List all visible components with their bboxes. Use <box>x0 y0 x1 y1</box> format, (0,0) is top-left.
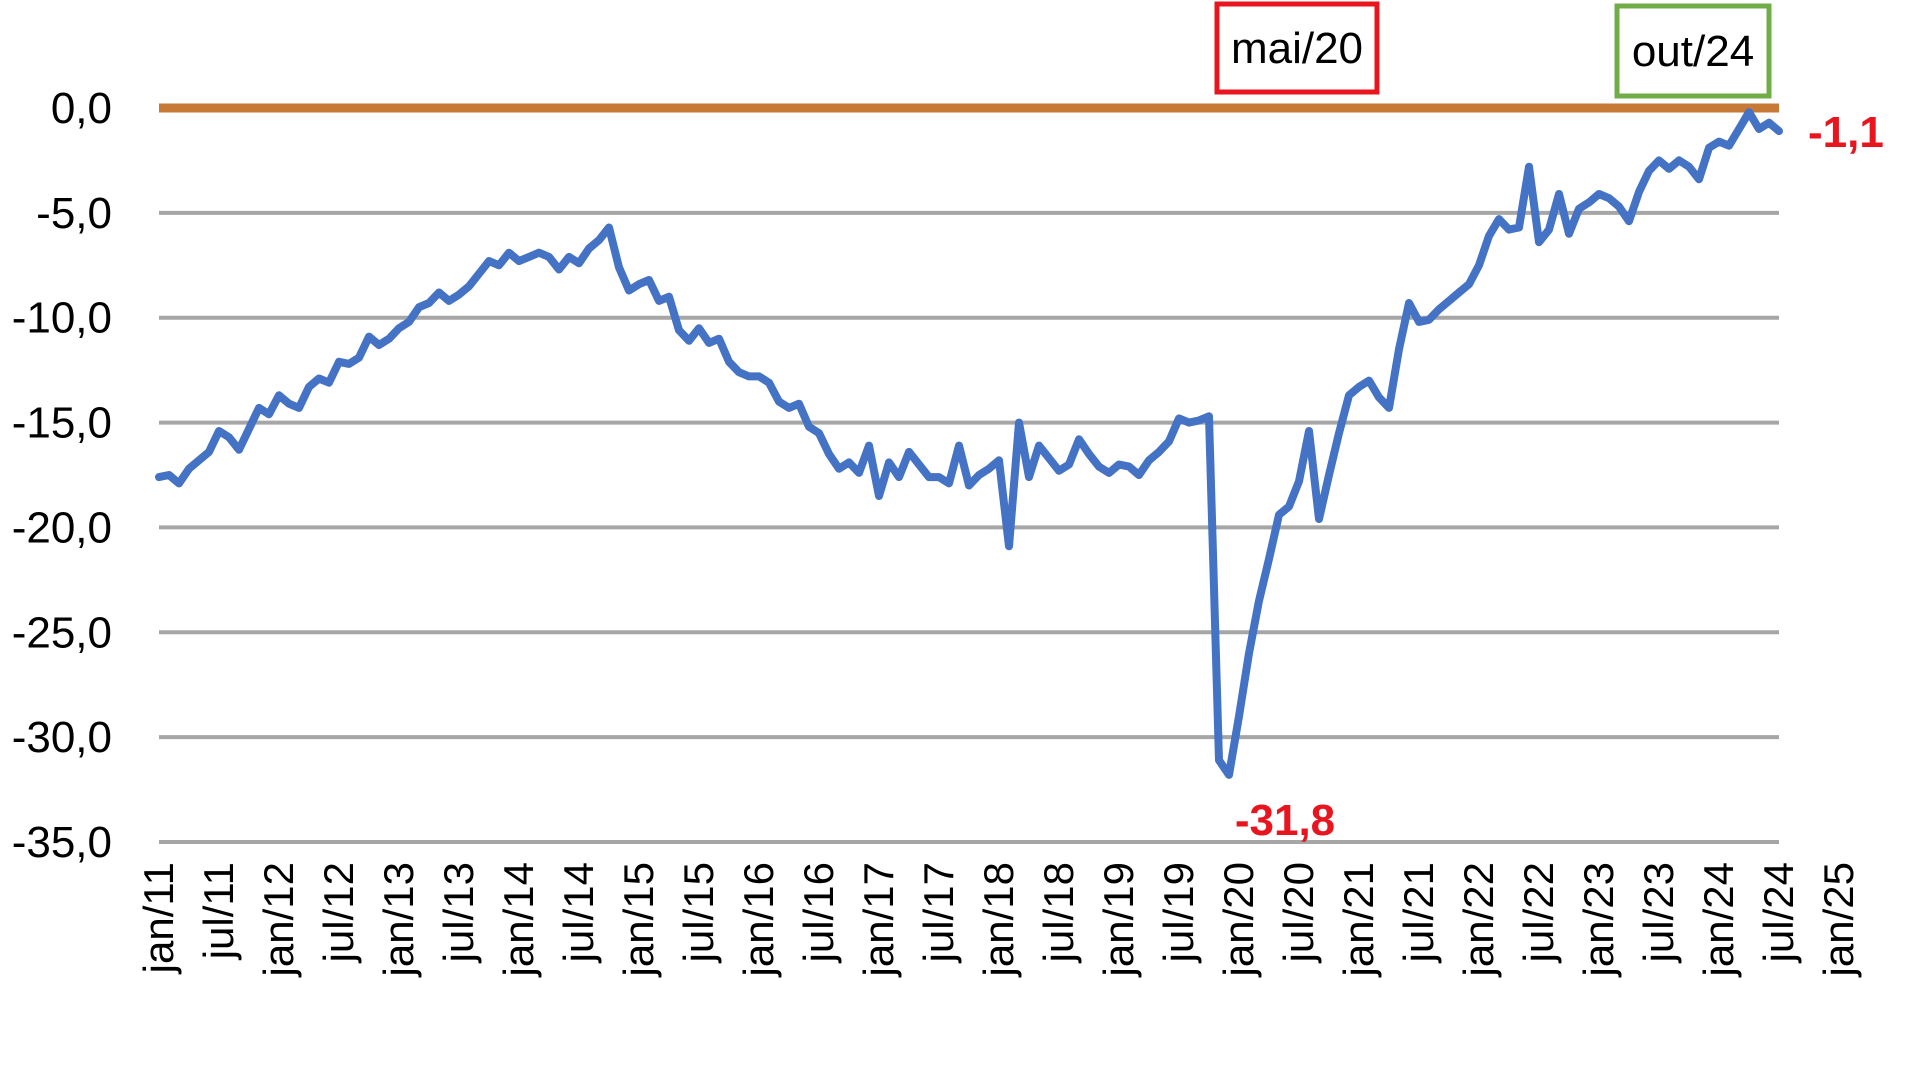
y-tick-label: -35,0 <box>12 818 112 867</box>
x-tick-label: jul/13 <box>435 862 482 964</box>
x-tick-label: jul/23 <box>1635 862 1682 964</box>
x-tick-label: jul/17 <box>915 862 962 964</box>
y-tick-label: -25,0 <box>12 608 112 657</box>
x-tick-label: jul/18 <box>1035 862 1082 964</box>
x-tick-label: jul/12 <box>315 862 362 964</box>
x-tick-label: jan/19 <box>1095 862 1142 978</box>
x-tick-label: jan/14 <box>495 862 542 978</box>
annotation-box <box>1614 3 1772 99</box>
gridlines <box>159 210 1779 844</box>
annotation-label: out/24 <box>1632 27 1754 76</box>
x-tick-label: jan/13 <box>375 862 422 978</box>
x-tick-label: jan/18 <box>975 862 1022 978</box>
y-tick-label: 0,0 <box>51 84 112 133</box>
y-tick-label: -5,0 <box>36 189 112 238</box>
annotation-callout: mai/20 <box>1214 1 1380 95</box>
x-tick-label: jul/24 <box>1755 862 1802 964</box>
x-tick-label: jul/22 <box>1515 862 1562 964</box>
x-tick-label: jan/16 <box>735 862 782 978</box>
x-axis: jan/11 jul/11 jan/12 jul/12 jan/13 jul/13 jan/… <box>135 862 1862 978</box>
annotation-box <box>1214 1 1380 95</box>
x-tick-label: jan/24 <box>1695 862 1742 978</box>
x-tick-label: jul/14 <box>555 862 602 964</box>
x-tick-label: jan/21 <box>1335 862 1382 978</box>
x-tick-label: jan/17 <box>855 862 902 978</box>
x-tick-label: jul/19 <box>1155 862 1202 964</box>
y-tick-label: -10,0 <box>12 294 112 343</box>
y-tick-label: -20,0 <box>12 503 112 552</box>
x-tick-label: jan/22 <box>1455 862 1502 978</box>
x-tick-label: jul/20 <box>1275 862 1322 964</box>
x-tick-label: jan/20 <box>1215 862 1262 978</box>
x-tick-label: jan/12 <box>255 862 302 978</box>
x-tick-label: jan/11 <box>135 862 182 975</box>
x-tick-label: jan/25 <box>1815 862 1862 978</box>
y-tick-label: -30,0 <box>12 713 112 762</box>
x-tick-label: jul/21 <box>1395 862 1442 964</box>
annotation-callout: out/24 <box>1614 3 1772 99</box>
data-value-label: -31,8 <box>1235 796 1335 845</box>
annotation-label: mai/20 <box>1231 24 1363 73</box>
x-tick-label: jul/16 <box>795 862 842 964</box>
x-tick-label: jan/23 <box>1575 862 1622 978</box>
y-axis: 0,0 -5,0 -10,0 -15,0 -20,0 -25,0 -30,0 -35,0 <box>12 84 112 867</box>
x-tick-label: jan/15 <box>615 862 662 978</box>
x-tick-label: jul/15 <box>675 862 722 964</box>
series-layer <box>155 108 1783 779</box>
annotations: mai/20 out/24 -31,8 -1,1 <box>1214 1 1884 845</box>
series-line <box>155 108 1783 779</box>
data-value-label: -1,1 <box>1808 108 1884 157</box>
x-tick-label: jul/11 <box>195 862 242 961</box>
y-tick-label: -15,0 <box>12 399 112 448</box>
